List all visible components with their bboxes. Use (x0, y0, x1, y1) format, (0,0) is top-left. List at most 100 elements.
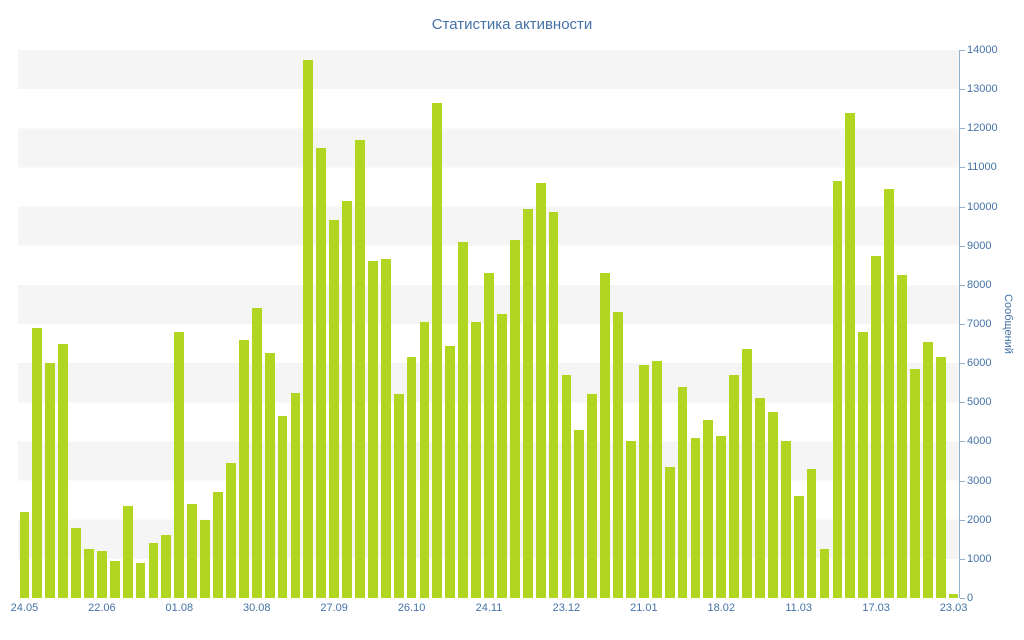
bar (251, 308, 262, 598)
bar (84, 549, 94, 598)
bar (600, 273, 611, 598)
bar (742, 349, 752, 598)
bar (677, 386, 688, 598)
y-axis-tick (960, 89, 965, 91)
bar (174, 331, 185, 598)
bar (200, 519, 210, 598)
bar (148, 543, 159, 598)
y-axis-tick (960, 284, 965, 286)
bar (535, 183, 546, 598)
y-axis-tick (960, 167, 965, 169)
bar (897, 275, 907, 598)
bar (342, 200, 352, 598)
bar (329, 220, 340, 598)
bar (522, 208, 533, 598)
y-axis-tick (960, 245, 965, 247)
x-axis-label: 18.02 (707, 602, 736, 614)
bar (96, 551, 107, 598)
bar (651, 361, 662, 598)
bar (367, 261, 378, 598)
bar (690, 437, 701, 598)
x-axis-label: 17.03 (862, 602, 890, 614)
bar (587, 394, 598, 598)
bar (497, 314, 507, 598)
bar (664, 466, 675, 598)
bar (909, 369, 920, 598)
bar (884, 188, 894, 598)
bar (716, 435, 727, 598)
bar (626, 441, 636, 598)
x-axis-label: 24.11 (475, 602, 503, 614)
bar (135, 562, 146, 598)
y-axis-label: 5000 (967, 396, 992, 409)
bar (45, 363, 56, 598)
bar (819, 549, 830, 598)
bar (871, 255, 882, 598)
bar (935, 357, 946, 598)
bar (922, 341, 933, 598)
bar (71, 527, 81, 598)
y-axis-tick (960, 480, 965, 482)
x-axis-label: 24.05 (10, 602, 39, 614)
y-axis-label: 0 (967, 592, 974, 604)
y-axis-tick (960, 363, 965, 365)
bar (948, 594, 959, 598)
y-axis-tick (960, 441, 965, 443)
x-axis-label: 27.09 (320, 602, 348, 614)
bar (406, 357, 417, 598)
bar (19, 511, 30, 598)
bar (187, 504, 198, 598)
y-axis-label: 14000 (967, 44, 998, 56)
bar (161, 535, 172, 598)
bar (316, 147, 327, 598)
bar (290, 392, 301, 598)
x-axis-label: 23.12 (552, 602, 581, 614)
plot-area (18, 50, 960, 598)
bar (419, 322, 430, 598)
bar (574, 429, 585, 598)
y-axis-tick (960, 558, 965, 560)
y-axis-tick (960, 50, 965, 51)
bar (109, 560, 120, 598)
bar (729, 374, 740, 598)
x-axis-label: 26.10 (397, 602, 426, 614)
y-axis-label: 11000 (967, 161, 997, 174)
bar (484, 273, 494, 598)
chart-title: Статистика активности (431, 16, 593, 33)
bar (122, 506, 133, 598)
bar (832, 181, 843, 598)
y-axis-tick (960, 206, 965, 208)
y-axis-title: Сообщений (1002, 294, 1014, 354)
bar (226, 462, 236, 598)
y-axis-label: 9000 (967, 239, 992, 252)
bar (380, 259, 391, 598)
bar (264, 353, 275, 598)
bar (638, 365, 649, 598)
bar (767, 412, 778, 598)
bar (548, 212, 559, 598)
bar (806, 468, 817, 598)
x-axis-label: 22.06 (88, 602, 116, 614)
bar (458, 241, 469, 598)
y-axis-label: 2000 (967, 513, 992, 526)
x-axis-label: 30.08 (242, 602, 271, 614)
y-axis-tick (960, 598, 965, 599)
bar (355, 140, 365, 598)
bar (303, 59, 314, 598)
y-axis-tick (960, 324, 965, 325)
bar (509, 239, 520, 598)
bar (613, 312, 623, 598)
y-axis-label: 4000 (967, 435, 992, 448)
bar (471, 322, 481, 598)
bar (238, 339, 249, 598)
bar (213, 492, 223, 598)
y-axis-tick (960, 128, 965, 130)
bar (277, 416, 288, 598)
bar (703, 419, 714, 598)
bar (445, 345, 456, 598)
bar (393, 394, 404, 598)
bar (755, 398, 765, 598)
bar (858, 331, 869, 598)
x-axis-label: 11.03 (785, 602, 813, 614)
